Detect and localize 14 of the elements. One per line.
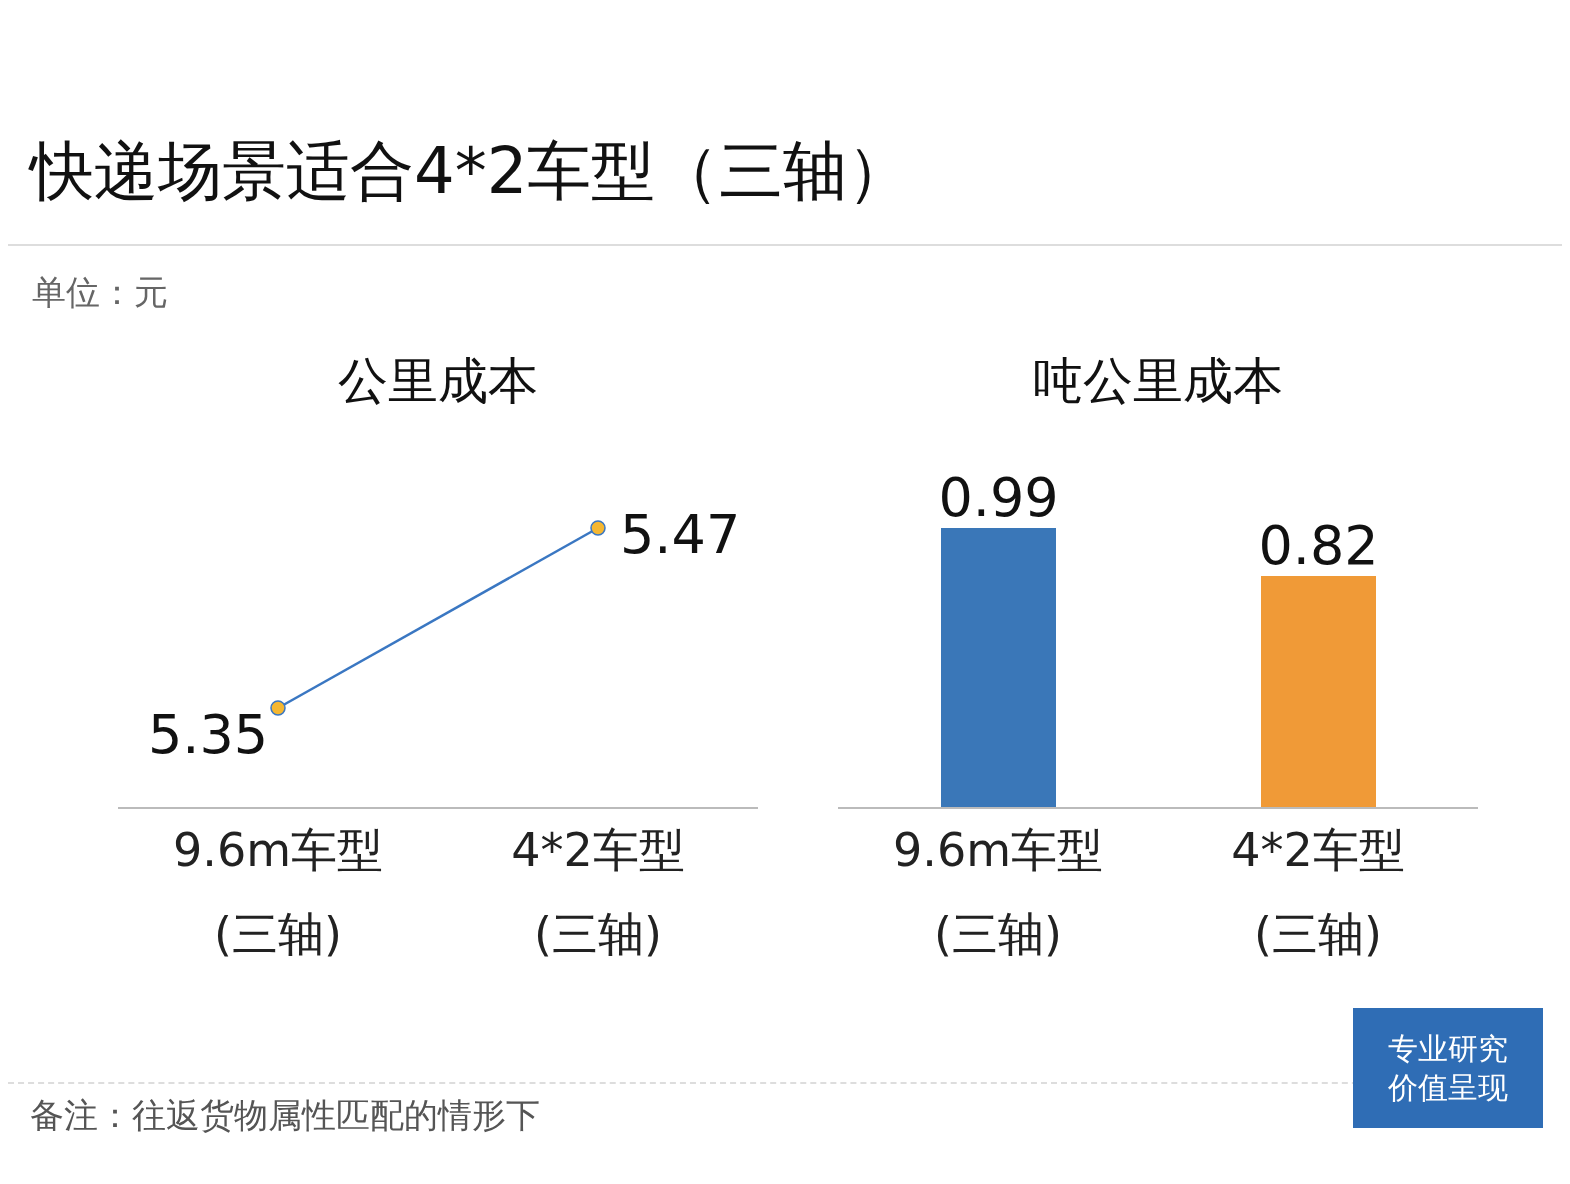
x-tick-label: 9.6m车型 (三轴)	[893, 823, 1103, 961]
text: 单位：元	[32, 271, 168, 314]
data-label: 5.47	[620, 503, 741, 566]
chart-title: 吨公里成本	[1032, 351, 1284, 412]
text: 快递场景适合4*2车型（三轴）	[30, 133, 912, 210]
data-label: 5.35	[147, 703, 269, 766]
badge: 专业研究 价值呈现	[1353, 1008, 1543, 1128]
data-label: 0.99	[938, 466, 1059, 529]
x-tick-label: 4*2车型 (三轴)	[1231, 823, 1405, 961]
x-tick-label: 9.6m车型 (三轴)	[173, 823, 383, 961]
chart-title: 公里成本	[337, 351, 539, 412]
data-label: 0.82	[1258, 514, 1379, 578]
x-tick-label: 4*2车型 (三轴)	[511, 823, 685, 961]
text: 备注：往返货物属性匹配的情形下	[30, 1094, 540, 1137]
